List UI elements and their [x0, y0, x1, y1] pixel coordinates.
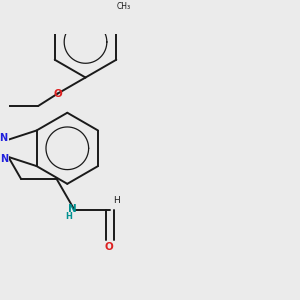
Text: O: O [105, 242, 113, 252]
Text: H: H [65, 212, 72, 221]
Text: H: H [113, 196, 120, 205]
Text: CH₃: CH₃ [117, 2, 131, 11]
Text: N: N [0, 133, 8, 143]
Text: N: N [68, 204, 77, 214]
Text: O: O [53, 88, 62, 98]
Text: N: N [1, 154, 9, 164]
